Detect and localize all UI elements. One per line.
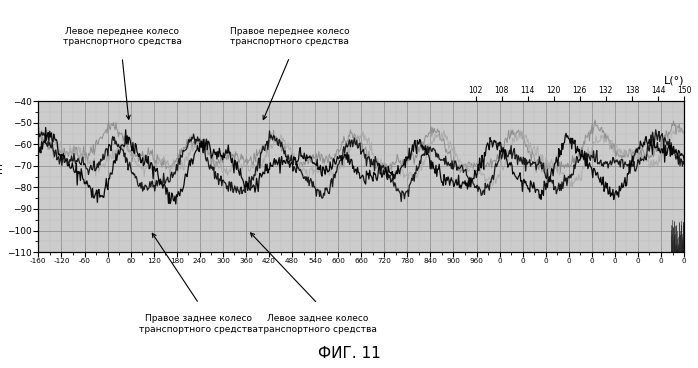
- X-axis label: L(°): L(°): [664, 75, 684, 85]
- Text: Левое заднее колесо
транспортного средства: Левое заднее колесо транспортного средст…: [258, 314, 377, 333]
- Y-axis label: E: E: [0, 164, 3, 177]
- Text: Правое заднее колесо
транспортного средства: Правое заднее колесо транспортного средс…: [140, 314, 258, 333]
- Text: ФИГ. 11: ФИГ. 11: [318, 346, 380, 361]
- Text: Левое переднее колесо
транспортного средства: Левое переднее колесо транспортного сред…: [63, 27, 181, 46]
- Text: Правое переднее колесо
транспортного средства: Правое переднее колесо транспортного сре…: [230, 27, 350, 46]
